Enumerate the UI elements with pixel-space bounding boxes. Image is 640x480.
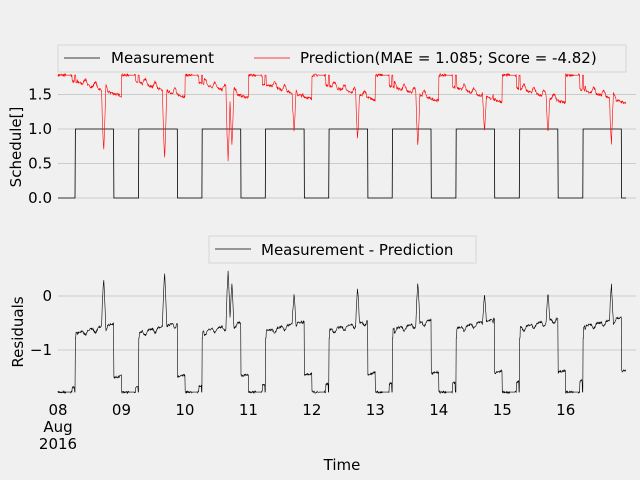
schedule-y-tick-label: 0.0 [28, 189, 52, 207]
residual-line [57, 270, 627, 395]
x-tick-sublabel: 2016 [39, 435, 77, 453]
x-tick-label: 13 [366, 401, 385, 419]
legend-measurement-label: Measurement [111, 49, 214, 67]
x-tick-label: 08 [48, 401, 67, 419]
residuals-y-axis-label: Residuals [9, 296, 27, 367]
x-tick-label: 09 [112, 401, 131, 419]
residuals-y-tick-label: −1 [30, 341, 52, 359]
x-tick-label: 12 [302, 401, 321, 419]
residuals-legend: Measurement - Prediction [208, 235, 477, 264]
measurement-line [58, 128, 626, 199]
x-tick-label: 14 [429, 401, 448, 419]
schedule-y-tick-label: 1.5 [28, 86, 52, 104]
residuals-series [57, 270, 627, 395]
prediction-line [57, 72, 627, 162]
legend-residual-label: Measurement - Prediction [261, 241, 453, 259]
x-axis-label: Time [323, 456, 361, 474]
measurement-series [58, 128, 626, 199]
schedule-legend-box [57, 44, 627, 73]
x-tick-label: 10 [175, 401, 194, 419]
schedule-legend: Measurement Prediction(MAE = 1.085; Scor… [57, 44, 627, 73]
schedule-y-tick-label: 0.5 [28, 155, 52, 173]
x-tick-label: 11 [239, 401, 258, 419]
legend-prediction-label: Prediction(MAE = 1.085; Score = -4.82) [300, 49, 597, 67]
schedule-y-ticks: 0.0 0.5 1.0 1.5 [28, 86, 52, 208]
x-tick-label: 15 [493, 401, 512, 419]
x-tick-sublabel: Aug [43, 418, 72, 436]
schedule-y-axis-label: Schedule[] [7, 107, 25, 188]
schedule-y-tick-label: 1.0 [28, 120, 52, 138]
residuals-legend-box [208, 235, 477, 264]
residuals-y-ticks: −1 0 [30, 287, 52, 359]
x-tick-label: 16 [556, 401, 575, 419]
schedule-plot: 0.0 0.5 1.0 1.5 Schedule[] Measurement Pred… [7, 44, 636, 208]
prediction-series [57, 72, 627, 162]
residuals-plot: −1 0 Residuals Measurement - Prediction [9, 235, 636, 395]
residuals-y-tick-label: 0 [42, 287, 52, 305]
residuals-grid [58, 295, 636, 351]
